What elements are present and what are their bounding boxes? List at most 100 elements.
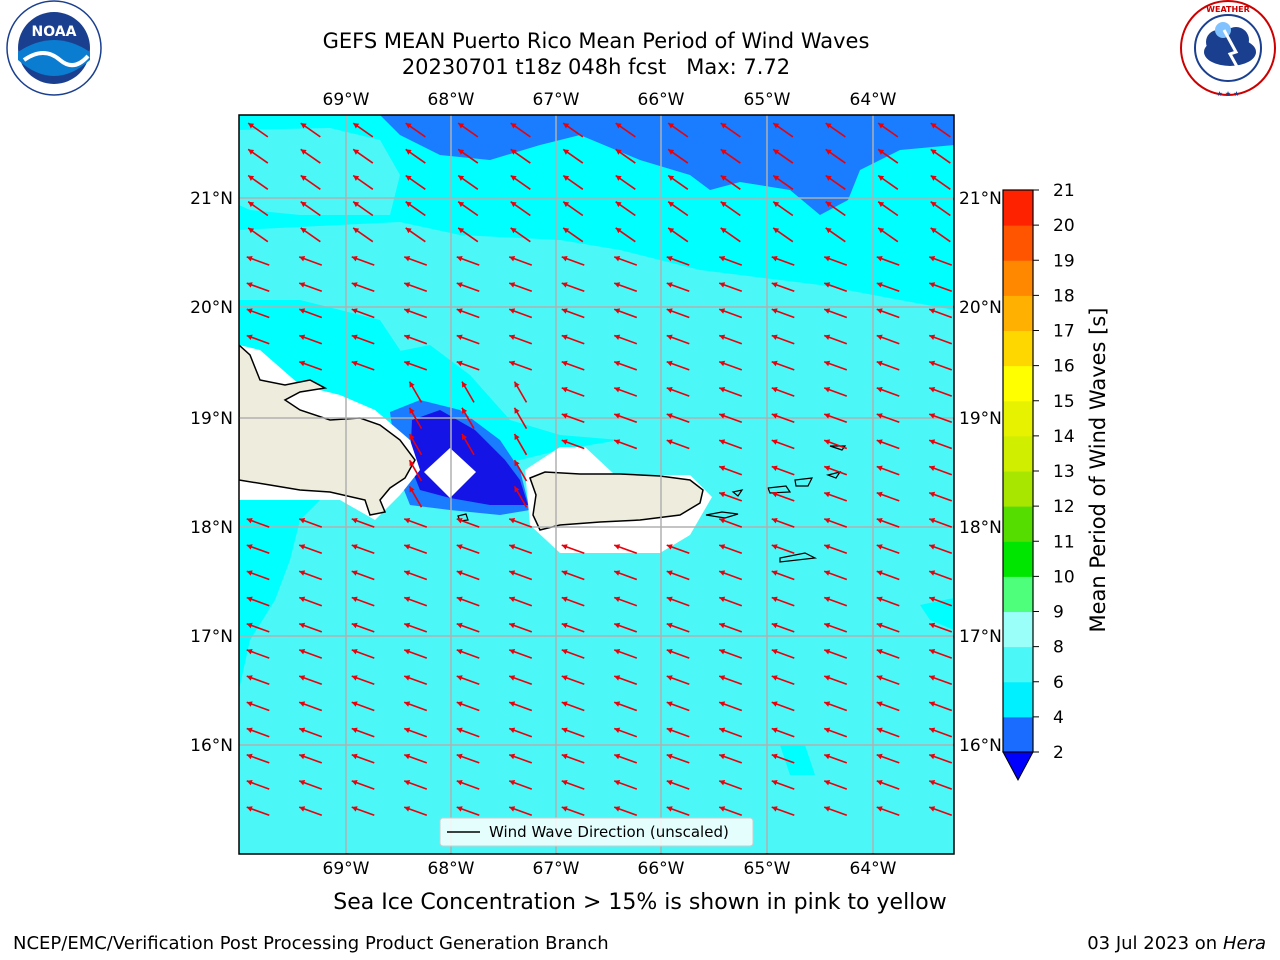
colorbar-segment [1003,541,1033,577]
longitude-label: 69°W [323,90,370,110]
longitude-label: 67°W [533,859,580,879]
wind-arrow [508,727,533,738]
wind-arrow [247,148,269,164]
wind-arrow [510,174,531,190]
wind-arrow [513,433,528,456]
wind-arrow [508,255,533,266]
wind-arrow [928,413,953,424]
wind-arrow [403,570,428,581]
wind-arrow [877,148,899,164]
wind-arrow [298,596,323,607]
wind-arrow [771,648,795,659]
wind-arrow [508,282,533,293]
colorbar-segment [1003,435,1033,472]
wind-arrow [613,570,638,581]
wind-arrow [456,308,480,319]
wind-arrow [246,701,270,712]
wind-arrow [246,779,270,790]
wind-arrow [561,413,585,424]
wind-arrow [928,308,953,319]
latitude-label: 18°N [959,518,1002,538]
wind-arrow [456,334,480,345]
wind-arrow [298,360,323,371]
wind-arrow [298,806,323,817]
wind-arrow [562,227,584,243]
wind-arrow [928,596,953,607]
wind-arrow [351,282,375,293]
map-area [239,115,954,854]
wind-arrow [666,727,690,738]
wind-arrow [456,701,480,712]
wind-arrow [456,570,480,581]
wind-arrow [823,491,848,502]
wind-arrow [771,517,795,528]
colorbar-tick-label: 8 [1053,638,1064,658]
wind-arrow [561,308,585,319]
wind-arrow [351,622,375,633]
longitude-label: 68°W [428,859,475,879]
wind-arrow [823,753,848,764]
wind-arrow [930,201,951,217]
wind-arrow [928,701,953,712]
wind-arrow [352,174,374,190]
wind-arrow [666,648,690,659]
wind-arrow [351,727,375,738]
wind-arrow [615,174,636,190]
wind-arrow [351,517,375,528]
wind-arrow [771,465,795,476]
wind-arrow [928,544,953,555]
longitude-label: 65°W [744,90,791,110]
wind-arrow [613,308,638,319]
latitude-label: 21°N [959,189,1002,209]
wind-arrow [928,334,953,345]
wind-arrow [246,517,270,528]
wind-arrow [351,308,375,319]
wind-arrow [561,727,585,738]
wind-arrow [403,255,428,266]
wind-arrow [615,227,636,243]
wind-arrow [772,148,794,164]
wind-arrow [562,174,584,190]
wind-arrow [508,806,533,817]
wind-arrow [508,622,533,633]
footer-date: 03 Jul 2023 on Hera [1087,933,1266,954]
wind-arrow [928,570,953,581]
colorbar-tick-label: 20 [1053,216,1075,236]
wind-arrow [298,675,323,686]
wind-arrow [876,779,900,790]
wind-arrow [771,544,795,555]
colorbar-tick-label: 2 [1053,743,1064,763]
latitude-label: 19°N [959,409,1002,429]
wind-arrow [667,148,689,164]
colorbar-tick-label: 12 [1053,497,1075,517]
wind-arrow [615,148,636,164]
wind-arrow [403,727,428,738]
wind-arrow [771,413,795,424]
wind-arrow [876,413,900,424]
wind-arrow [718,806,743,817]
wind-arrow [298,517,323,528]
wind-arrow [405,122,426,138]
wind-arrow [771,570,795,581]
wind-arrow [720,227,741,243]
wind-arrow [456,544,480,555]
wind-arrow [718,413,743,424]
wind-arrow [823,413,848,424]
wind-arrow [298,282,323,293]
wind-arrow [405,148,426,164]
wind-arrow [666,596,690,607]
wind-arrow [823,806,848,817]
wind-arrow [666,622,690,633]
wind-arrow [561,386,585,397]
wind-arrow [298,779,323,790]
wind-arrow [246,675,270,686]
wind-arrow [510,227,531,243]
wind-arrow [613,386,638,397]
wind-arrow [823,622,848,633]
colorbar-tick-label: 9 [1053,603,1064,623]
wind-arrow [561,439,585,450]
wind-arrow [456,779,480,790]
wind-arrow [772,174,794,190]
colorbar-segment [1003,190,1033,226]
wind-arrow [247,201,269,217]
